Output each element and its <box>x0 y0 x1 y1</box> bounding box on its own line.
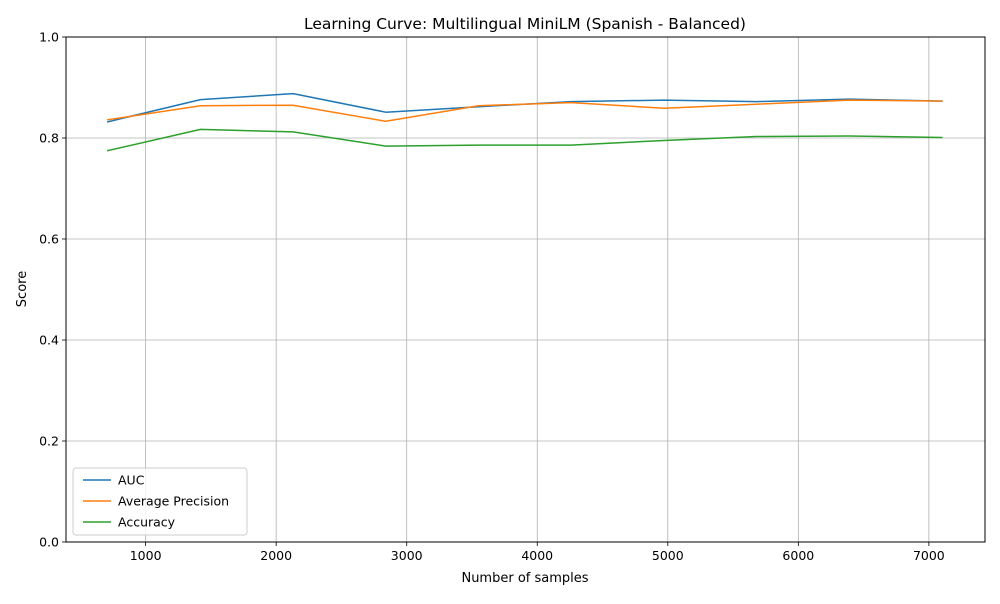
x-tick-label: 3000 <box>391 548 423 563</box>
chart-title: Learning Curve: Multilingual MiniLM (Spa… <box>304 15 746 33</box>
grid <box>66 36 985 543</box>
x-tick-label: 4000 <box>521 548 553 563</box>
y-tick-label: 0.2 <box>39 434 59 449</box>
y-tick-label: 0.0 <box>39 535 59 550</box>
y-tick-label: 0.8 <box>39 131 59 146</box>
x-tick-label: 2000 <box>260 548 292 563</box>
y-tick-label: 1.0 <box>39 30 59 45</box>
x-tick-label: 1000 <box>130 548 162 563</box>
average-precision-legend-label: Average Precision <box>118 494 229 509</box>
average-precision-series-line <box>106 99 943 123</box>
y-tick-label: 0.4 <box>39 333 59 348</box>
y-tick-label: 0.6 <box>39 232 59 247</box>
legend: AUC Average Precision Accuracy <box>72 467 248 536</box>
plot-frame <box>65 36 986 543</box>
accuracy-series-line <box>106 128 943 152</box>
y-axis-title: Score <box>15 271 30 307</box>
x-tick-label: 6000 <box>782 548 814 563</box>
auc-series-line <box>106 92 943 123</box>
x-axis-title: Number of samples <box>461 571 588 586</box>
legend-items: AUC Average Precision Accuracy <box>83 473 229 530</box>
axis-ticks: 1000 2000 3000 4000 5000 6000 7000 0.0 0.2 0.4 0.6… <box>39 30 945 564</box>
auc-legend-label: AUC <box>118 473 145 488</box>
series-lines <box>106 92 943 152</box>
x-tick-label: 5000 <box>652 548 684 563</box>
legend-box <box>72 467 248 536</box>
accuracy-legend-label: Accuracy <box>118 515 176 530</box>
x-tick-label: 7000 <box>913 548 945 563</box>
